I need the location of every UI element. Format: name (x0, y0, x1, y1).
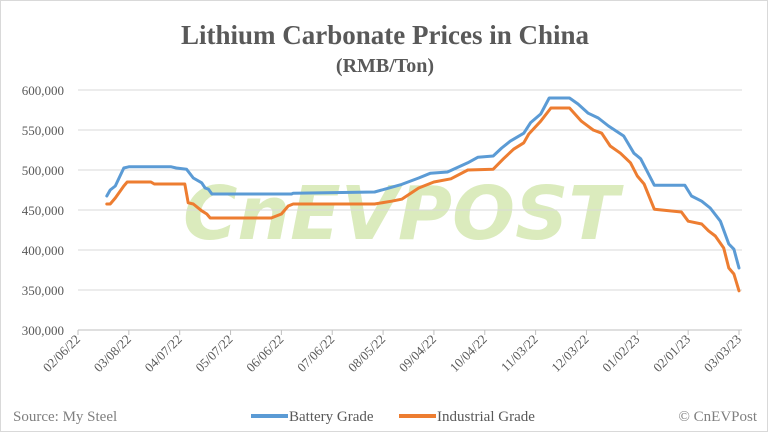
y-tick-label: 500,000 (22, 163, 64, 178)
x-tick-label: 07/06/22 (294, 332, 337, 375)
y-axis-ticks: 300,000 350,000 400,000 450,000 500,000 550,0… (22, 83, 64, 338)
series-line-industrial-grade (105, 106, 741, 293)
x-tick-label: 03/03/23 (701, 332, 744, 375)
x-axis-ticks: 02/06/22 03/08/22 04/07/22 05/07/22 06/06/22… (40, 330, 744, 375)
series-line-battery-grade (105, 96, 741, 270)
gridlines (78, 89, 742, 331)
x-tick-label: 03/08/22 (91, 332, 134, 375)
chart-subtitle: (RMB/Ton) (336, 55, 434, 77)
y-tick-label: 550,000 (22, 123, 64, 138)
legend: Battery Grade Industrial Grade (251, 409, 535, 425)
x-tick-label: 05/07/22 (192, 332, 235, 375)
legend-label-industrial: Industrial Grade (437, 409, 535, 425)
series-lines (105, 96, 741, 293)
x-tick-label: 04/07/22 (142, 332, 185, 375)
y-tick-label: 600,000 (22, 83, 64, 98)
source-note: Source: My Steel (13, 409, 117, 425)
y-tick-label: 400,000 (22, 243, 64, 258)
x-tick-label: 11/03/22 (498, 332, 541, 375)
x-tick-label: 10/04/22 (447, 332, 490, 375)
y-tick-label: 350,000 (22, 283, 64, 298)
x-tick-label: 02/01/23 (650, 332, 693, 375)
legend-label-battery: Battery Grade (289, 409, 374, 425)
x-tick-label: 02/06/22 (40, 332, 83, 375)
x-tick-label: 08/05/22 (345, 332, 388, 375)
y-tick-label: 450,000 (22, 203, 64, 218)
y-tick-label: 300,000 (22, 323, 64, 338)
x-tick-label: 01/02/23 (599, 332, 642, 375)
chart-title: Lithium Carbonate Prices in China (181, 20, 590, 50)
x-tick-label: 09/04/22 (396, 332, 439, 375)
x-tick-label: 12/03/22 (548, 332, 591, 375)
copyright-note: © CnEVPost (679, 409, 758, 425)
watermark: CnEVPOST (183, 171, 624, 257)
x-tick-label: 06/06/22 (243, 332, 286, 375)
